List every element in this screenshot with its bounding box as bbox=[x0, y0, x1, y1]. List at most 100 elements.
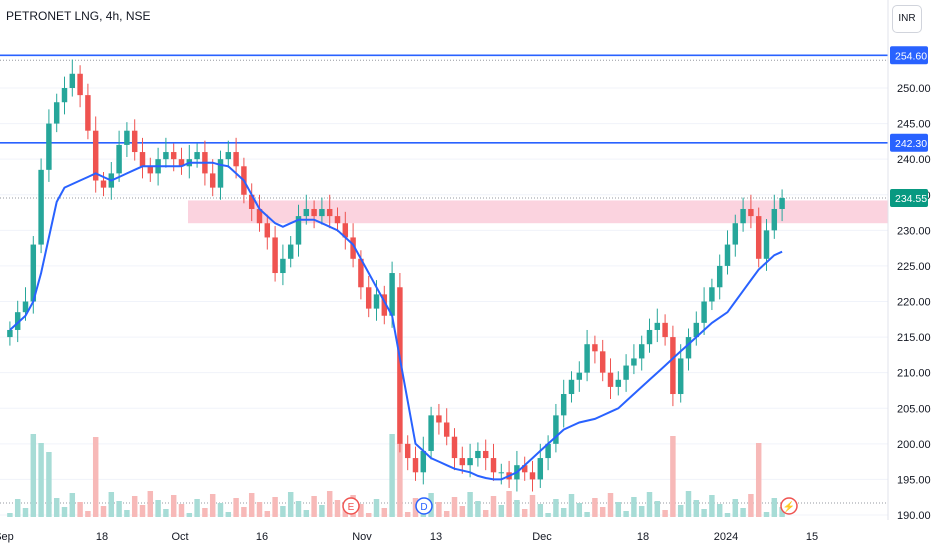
price-axis: 190.00 195.00 200.00 205.00 210.00 215.00 220.… bbox=[890, 46, 931, 522]
candle-body bbox=[701, 301, 707, 323]
candle-body bbox=[295, 216, 302, 245]
volume-bar bbox=[61, 507, 68, 517]
volume-bar bbox=[670, 436, 676, 517]
candle-body bbox=[771, 208, 778, 231]
event-marker-label: D bbox=[420, 502, 427, 513]
level-badge bbox=[890, 46, 928, 65]
candle-body bbox=[77, 73, 83, 96]
volume-bar bbox=[233, 498, 239, 517]
candle-body bbox=[334, 216, 341, 224]
volume-bar bbox=[389, 434, 395, 517]
date-tick-label: Dec bbox=[532, 531, 552, 543]
event-marker bbox=[780, 497, 798, 515]
candle-body bbox=[303, 208, 310, 217]
volume-bar bbox=[272, 497, 278, 517]
volume-bar bbox=[755, 443, 762, 517]
candle-body bbox=[537, 458, 544, 480]
volume-bar bbox=[155, 500, 161, 517]
candle-body bbox=[599, 351, 606, 373]
moving-average bbox=[9, 161, 783, 481]
candle-body bbox=[763, 230, 770, 259]
candle-body bbox=[404, 443, 411, 459]
volume-bar bbox=[685, 491, 692, 517]
price-tick-label: 250.00 bbox=[897, 83, 931, 95]
candle-body bbox=[716, 265, 723, 288]
event-marker-label: ⚡ bbox=[783, 500, 795, 513]
candle-body bbox=[248, 194, 255, 209]
candle-body bbox=[779, 197, 785, 209]
candle-body bbox=[225, 152, 232, 160]
volume-bar bbox=[646, 492, 653, 517]
candle-body bbox=[521, 465, 528, 473]
volume-bar bbox=[287, 492, 294, 517]
grid bbox=[0, 59, 888, 516]
candle-body bbox=[217, 159, 224, 188]
volume-bar bbox=[53, 498, 60, 517]
candle-body bbox=[475, 450, 481, 459]
volume-bar bbox=[30, 434, 37, 517]
event-marker bbox=[415, 497, 433, 515]
candle-body bbox=[163, 152, 169, 160]
date-tick-label: 18 bbox=[96, 531, 108, 543]
price-tick-label: 195.00 bbox=[897, 474, 931, 486]
candle-body bbox=[724, 244, 731, 266]
candle-body bbox=[350, 237, 356, 259]
candle-body bbox=[92, 130, 99, 181]
currency-button[interactable]: INR bbox=[892, 5, 922, 33]
level-badge-label: 254.60 bbox=[895, 50, 927, 62]
volume-bar bbox=[209, 494, 216, 517]
candle-body bbox=[389, 273, 395, 316]
volume-bar bbox=[163, 509, 169, 517]
volume-bar bbox=[217, 503, 224, 517]
candle-body bbox=[631, 358, 637, 366]
candle-body bbox=[131, 130, 138, 153]
volume-bar bbox=[740, 508, 746, 517]
candle-body bbox=[170, 152, 177, 160]
candle-body bbox=[69, 73, 76, 88]
date-tick-label: 18 bbox=[637, 531, 649, 543]
candle-body bbox=[139, 152, 146, 167]
event-marker-label: E bbox=[348, 502, 355, 513]
last-price-badge bbox=[890, 188, 928, 207]
volume-bar bbox=[693, 500, 700, 517]
candle-body bbox=[287, 244, 294, 259]
volume-bar bbox=[716, 504, 723, 517]
candle-body bbox=[194, 152, 200, 160]
volume-bar bbox=[147, 491, 154, 517]
candle-body bbox=[623, 365, 629, 380]
candle-body bbox=[748, 208, 754, 217]
volume-bar bbox=[599, 507, 606, 517]
price-tick-label: 205.00 bbox=[897, 403, 931, 415]
volume-bar bbox=[748, 494, 754, 517]
volume-bar bbox=[709, 495, 715, 517]
candle-body bbox=[654, 322, 661, 330]
volume-bar bbox=[295, 501, 302, 517]
volume-bar bbox=[397, 443, 403, 517]
volume-bar bbox=[631, 497, 637, 517]
volume-bar bbox=[108, 492, 115, 517]
candle-body bbox=[311, 208, 317, 217]
volume-bar bbox=[264, 511, 271, 517]
candle-body bbox=[7, 329, 13, 338]
candle-body bbox=[373, 294, 380, 309]
volume-bar bbox=[732, 499, 739, 517]
volume-bar bbox=[576, 503, 583, 517]
date-tick-label: 13 bbox=[430, 531, 442, 543]
price-tick-label: 210.00 bbox=[897, 368, 931, 380]
candle-body bbox=[280, 258, 286, 274]
volume-bar bbox=[662, 510, 668, 517]
candle-body bbox=[61, 88, 68, 103]
candle-body bbox=[209, 173, 216, 188]
volume-bar bbox=[482, 510, 489, 517]
volume-bar bbox=[116, 501, 122, 517]
price-tick-label: 230.00 bbox=[897, 225, 931, 237]
volume-bar bbox=[77, 502, 83, 517]
candle-body bbox=[116, 144, 122, 174]
volume-bar bbox=[248, 493, 255, 517]
volume-bar bbox=[545, 513, 551, 517]
volume-bar bbox=[560, 508, 567, 517]
candle-body bbox=[124, 130, 130, 145]
volume-bar bbox=[451, 497, 458, 517]
candle-body bbox=[607, 372, 614, 387]
